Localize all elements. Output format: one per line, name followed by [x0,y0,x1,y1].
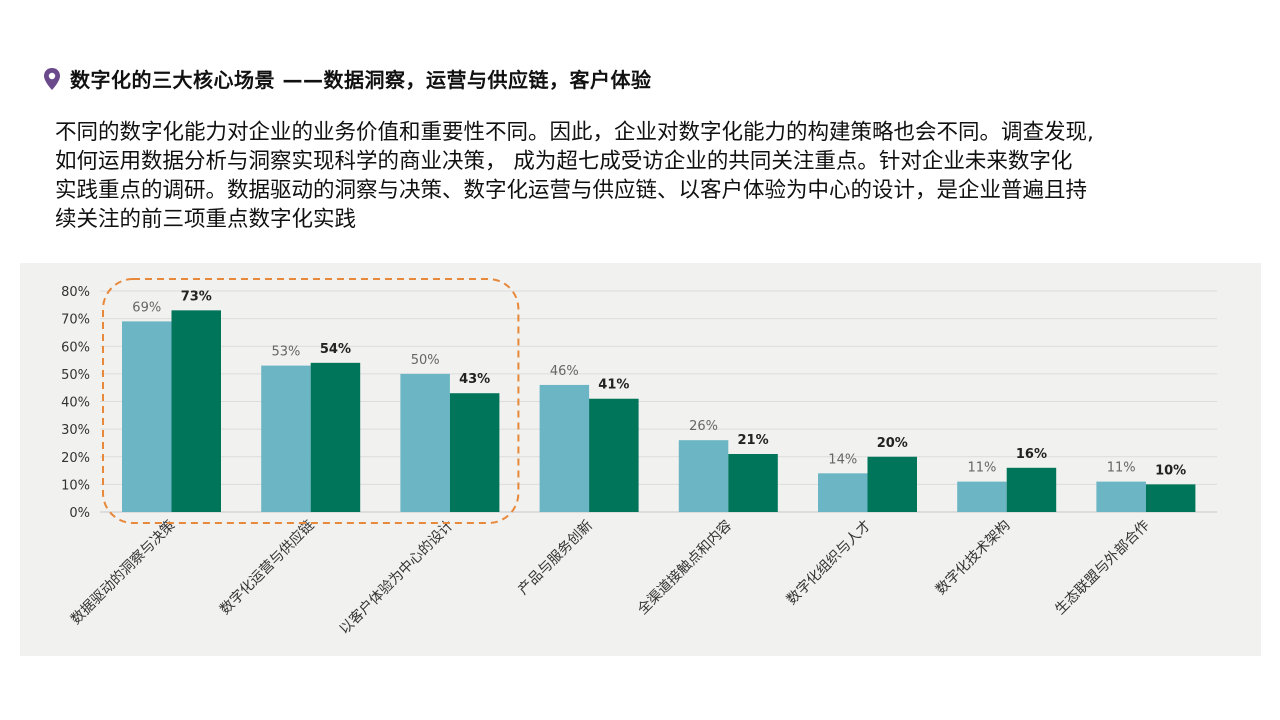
bar [400,373,450,512]
data-label: 73% [181,289,212,304]
data-label: 16% [1016,447,1047,462]
description-paragraph: 不同的数字化能力对企业的业务价值和重要性不同。因此，企业对数字化能力的构建策略也… [55,118,1230,234]
data-label: 69% [132,300,161,315]
bar [171,310,221,512]
chart-panel: 0% 10% 20% 30% 40% 50% 60% 70% 80% 69% 73% 数据驱动的洞察与… [20,263,1261,656]
x-tick-label: 数字化技术架构 [933,518,1014,599]
data-label: 11% [1107,461,1136,476]
bar [449,393,500,512]
y-tick-label: 80% [61,285,90,300]
bar [1096,481,1146,512]
section-heading: 数字化的三大核心场景 ——数据洞察，运营与供应链，客户体验 [42,64,651,93]
y-tick-label: 70% [61,313,90,328]
x-tick-label: 产品与服务创新 [515,518,596,599]
bar [1006,467,1057,512]
data-label: 20% [877,436,908,451]
bar [678,440,729,512]
data-label: 43% [459,372,490,387]
highlight-box [102,278,520,524]
x-tick-label: 全渠道接触点和内容 [634,517,735,618]
y-tick-label: 10% [61,478,90,493]
data-label: 14% [828,452,857,467]
bar [261,365,311,512]
x-tick-label: 生态联盟与外部合作 [1052,518,1152,618]
y-tick-label: 30% [61,423,90,438]
x-tick-label: 数字化运营与供应链 [216,517,317,618]
data-label: 21% [737,433,768,448]
data-label: 41% [598,378,629,393]
bar [818,473,868,512]
bar [728,453,778,512]
description-line: 实践重点的调研。数据驱动的洞察与决策、数字化运营与供应链、以客户体验为中心的设计… [55,178,1088,203]
bar [589,398,639,512]
data-label: 10% [1155,463,1186,478]
y-tick-label: 60% [61,340,90,355]
data-label: 54% [320,342,351,357]
data-label: 53% [271,345,300,360]
description-line: 如何运用数据分析与洞察实现科学的商业决策， 成为超七成受访企业的共同关注重点。针… [55,149,1073,174]
x-tick-label: 数据驱动的洞察与决策 [67,517,178,628]
bar-chart: 0% 10% 20% 30% 40% 50% 60% 70% 80% 69% 73% 数据驱动的洞察与… [61,278,1217,638]
bar [1145,484,1196,512]
y-tick-label: 40% [61,396,90,411]
data-label: 50% [411,353,440,368]
bar [310,362,361,512]
x-tick-label: 以客户体验为中心的设计 [336,517,457,638]
bar [539,384,590,512]
y-tick-label: 20% [61,451,90,466]
x-tick-label: 数字化组织与人才 [784,518,875,609]
y-tick-label: 0% [69,506,90,521]
data-label: 26% [689,419,718,434]
bar [122,321,172,512]
description-line: 续关注的前三项重点数字化实践 [55,207,357,232]
bar [867,456,917,512]
description-line: 不同的数字化能力对企业的业务价值和重要性不同。因此，企业对数字化能力的构建策略也… [55,120,1094,145]
bar [957,481,1007,512]
section-title: 数字化的三大核心场景 ——数据洞察，运营与供应链，客户体验 [70,68,652,92]
data-label: 11% [967,461,996,476]
location-pin-icon [44,67,60,90]
data-label: 46% [550,364,579,379]
y-tick-label: 50% [61,368,90,383]
